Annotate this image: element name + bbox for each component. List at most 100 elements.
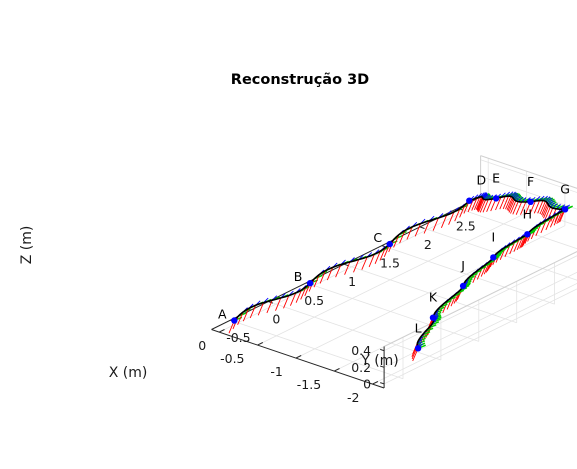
frame-x-vector <box>454 208 461 222</box>
frame-x-vector <box>506 197 513 211</box>
frame-z-vector <box>482 193 488 200</box>
frame-x-vector <box>459 204 466 218</box>
chart-title: Reconstrução 3D <box>231 72 369 88</box>
y-tick <box>419 226 425 229</box>
frame-x-vector <box>482 199 489 213</box>
frame-x-vector <box>533 200 541 214</box>
frame-z-vector <box>549 202 556 208</box>
frame-z-vector <box>481 192 487 198</box>
waypoint-label-h: H <box>523 206 532 221</box>
box-edge <box>383 250 577 347</box>
frame-z-vector <box>512 193 519 199</box>
frame-x-vector <box>399 230 406 244</box>
waypoint-marker-g <box>561 206 569 213</box>
frame-x-vector <box>537 200 544 214</box>
frame-x-vector <box>249 305 257 319</box>
frame-x-vector <box>257 302 265 316</box>
frame-x-vector <box>295 289 302 303</box>
y-tick-label: 0 <box>272 312 280 327</box>
frame-x-vector <box>448 211 455 225</box>
z-tick-label: 0.2 <box>351 360 371 375</box>
waypoint-marker-l <box>414 345 422 352</box>
x-tick <box>257 342 264 346</box>
y-tick-label: 1.5 <box>380 256 400 271</box>
trajectory-layer <box>228 191 573 362</box>
waypoint-marker-d <box>466 197 473 204</box>
frame-x-vector <box>326 267 334 281</box>
frame-x-vector <box>495 197 502 211</box>
frame-x-vector <box>541 202 548 216</box>
frame-x-vector <box>393 234 400 248</box>
frame-z-vector <box>547 199 553 205</box>
wall-grid-line <box>383 288 577 385</box>
z-tick <box>380 365 385 368</box>
x-axis-line <box>211 329 385 389</box>
frame-x-vector <box>423 220 430 234</box>
frame-x-vector <box>539 201 546 215</box>
frame-z-vector <box>482 193 488 199</box>
trajectory-line <box>233 195 568 349</box>
floor-grid-line <box>419 226 577 281</box>
y-tick <box>343 263 349 267</box>
frame-z-vector <box>515 195 521 202</box>
frame-x-vector <box>502 196 509 210</box>
wall-grid-line <box>480 176 577 210</box>
frame-z-vector <box>542 195 548 201</box>
y-tick-label: 1 <box>348 274 356 289</box>
frame-x-vector <box>515 201 523 215</box>
frame-z-vector <box>552 203 558 209</box>
frame-x-vector <box>432 217 439 231</box>
frame-z-vector <box>545 196 551 202</box>
frame-x-vector <box>477 198 484 212</box>
y-tick-label: -0.5 <box>226 330 250 345</box>
waypoint-marker-a <box>231 317 238 324</box>
frame-x-vector <box>476 197 483 211</box>
frame-x-vector <box>379 247 386 261</box>
frame-x-vector <box>476 197 484 211</box>
frame-x-vector <box>237 311 244 325</box>
x-tick-label: -1 <box>270 364 282 379</box>
frame-z-vector <box>482 192 488 198</box>
frame-x-vector <box>479 199 487 213</box>
waypoint-label-k: K <box>429 290 438 305</box>
frame-x-vector <box>475 196 482 210</box>
frame-x-vector <box>540 220 547 234</box>
frame-x-vector <box>542 203 549 217</box>
frame-x-vector <box>478 199 485 213</box>
frame-x-vector <box>509 241 516 255</box>
x-tick <box>218 329 225 333</box>
frame-x-vector <box>505 196 512 210</box>
frame-x-vector <box>242 308 250 322</box>
waypoint-marker-f <box>527 198 534 205</box>
x-axis-label: X (m) <box>109 365 148 381</box>
frame-x-vector <box>486 198 493 212</box>
waypoint-label-g: G <box>560 181 570 196</box>
frame-x-vector <box>544 206 551 220</box>
frame-x-vector <box>471 197 478 211</box>
frame-x-vector <box>549 214 557 228</box>
frame-x-vector <box>335 264 342 278</box>
frame-x-vector <box>283 295 290 309</box>
frame-x-vector <box>513 238 520 252</box>
frame-x-vector <box>545 217 552 231</box>
waypoint-label-e: E <box>492 170 500 185</box>
waypoint-label-d: D <box>476 173 486 188</box>
frame-x-vector <box>275 297 282 311</box>
frame-x-vector <box>510 200 517 214</box>
waypoint-marker-i <box>490 254 497 261</box>
waypoint-marker-c <box>386 240 393 248</box>
frame-x-vector <box>266 300 273 314</box>
frame-x-vector <box>519 235 526 249</box>
x-tick-label: -0.5 <box>220 351 244 366</box>
frame-z-vector <box>546 197 552 203</box>
waypoint-label-j: J <box>460 258 465 273</box>
frame-x-vector <box>508 199 515 213</box>
frame-y-vector <box>433 311 442 317</box>
y-tick-label: 2 <box>424 237 432 252</box>
floor-grid-line <box>268 301 442 361</box>
x-tick <box>372 381 379 385</box>
z-tick <box>380 382 385 385</box>
floor-grid-line <box>230 319 404 380</box>
z-tick-label: 0 <box>363 376 371 391</box>
frame-x-vector <box>313 274 320 288</box>
